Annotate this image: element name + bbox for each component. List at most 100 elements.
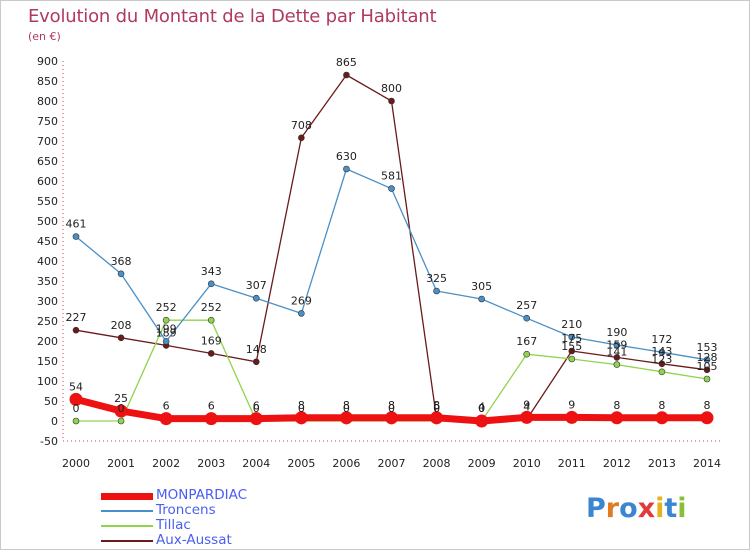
data-label: 172: [651, 333, 672, 346]
y-tick-label: -50: [40, 435, 58, 448]
legend-swatch: [101, 540, 153, 542]
y-tick-label: 250: [37, 315, 58, 328]
data-label: 325: [426, 272, 447, 285]
data-point: [565, 410, 579, 424]
legend-label: MONPARDIAC: [156, 487, 248, 503]
data-label: 8: [298, 399, 305, 412]
y-tick-label: 300: [37, 295, 58, 308]
data-point: [610, 411, 624, 425]
proxiti-logo: Proxiti: [586, 493, 687, 524]
y-tick-label: 650: [37, 155, 58, 168]
data-label: 252: [156, 301, 177, 314]
x-tick-label: 2012: [603, 457, 631, 470]
data-label: 708: [291, 119, 312, 132]
data-label: 8: [658, 399, 665, 412]
data-label: 630: [336, 150, 357, 163]
y-tick-label: 750: [37, 115, 58, 128]
x-tick-label: 2010: [513, 457, 541, 470]
data-label: 159: [606, 338, 627, 351]
data-point: [703, 375, 711, 383]
data-label: 368: [111, 255, 132, 268]
data-label: 8: [343, 399, 350, 412]
data-label: 0: [433, 402, 440, 415]
data-label: 105: [697, 360, 718, 373]
x-tick-label: 2005: [287, 457, 315, 470]
x-tick-label: 2013: [648, 457, 676, 470]
data-label: 167: [516, 335, 537, 348]
data-label: 800: [381, 82, 402, 95]
data-label: 305: [471, 280, 492, 293]
data-label: 6: [433, 400, 440, 413]
data-label: 865: [336, 56, 357, 69]
data-label: 0: [388, 402, 395, 415]
data-label: 461: [66, 218, 87, 231]
data-label: 141: [606, 346, 627, 359]
series-lines: [69, 71, 714, 428]
y-tick-label: 500: [37, 215, 58, 228]
data-label: 269: [291, 294, 312, 307]
data-point: [343, 165, 350, 173]
x-tick-label: 2001: [107, 457, 135, 470]
y-tick-label: 550: [37, 195, 58, 208]
y-tick-label: 700: [37, 135, 58, 148]
data-label: 257: [516, 299, 537, 312]
data-point: [655, 411, 669, 425]
y-tick-label: 800: [37, 95, 58, 108]
y-tick-label: 900: [37, 55, 58, 68]
logo-letter: t: [664, 493, 678, 524]
data-label: 4: [478, 400, 485, 413]
data-label: 143: [651, 345, 672, 358]
data-label: 4: [523, 400, 530, 413]
data-label: 0: [118, 402, 125, 415]
data-point: [520, 410, 534, 424]
data-label: 9: [568, 398, 575, 411]
legend-swatch: [101, 525, 153, 527]
data-label: 0: [343, 402, 350, 415]
data-point: [523, 314, 531, 322]
data-point: [69, 392, 83, 406]
data-point: [252, 358, 260, 366]
data-point: [114, 404, 128, 418]
legend-label: Tillac: [156, 517, 191, 533]
data-label: 123: [651, 353, 672, 366]
y-tick-label: 0: [51, 415, 58, 428]
x-tick-label: 2014: [693, 457, 721, 470]
axes: -500501001502002503003504004505005506006…: [37, 55, 721, 470]
data-point: [385, 411, 398, 425]
data-point: [703, 356, 711, 364]
data-label: 0: [253, 402, 260, 415]
data-label: 227: [66, 311, 87, 324]
data-point: [298, 310, 305, 317]
data-label: 8: [704, 399, 711, 412]
logo-letter: P: [586, 493, 606, 524]
data-label: 169: [201, 334, 222, 347]
data-point: [700, 411, 714, 425]
x-tick-label: 2008: [423, 457, 451, 470]
data-label: 175: [561, 332, 582, 345]
data-point: [249, 412, 263, 426]
logo-letter: x: [637, 493, 656, 524]
data-label: 208: [111, 319, 132, 332]
data-label: 128: [697, 351, 718, 364]
y-tick-label: 850: [37, 75, 58, 88]
data-point: [159, 412, 173, 426]
legend-label: Aux-Aussat: [156, 532, 232, 548]
legend-swatch: [101, 492, 153, 500]
y-tick-label: 350: [37, 275, 58, 288]
data-point: [568, 347, 576, 355]
data-label: 252: [201, 301, 222, 314]
series-line-aux-aussat: [75, 74, 708, 421]
x-tick-label: 2004: [242, 457, 270, 470]
data-label: 0: [73, 402, 80, 415]
data-point: [388, 185, 395, 192]
data-label: 148: [246, 343, 267, 356]
data-label: 581: [381, 170, 402, 183]
y-tick-label: 150: [37, 355, 58, 368]
data-point: [388, 97, 395, 105]
data-label: 25: [114, 392, 128, 405]
data-point: [658, 368, 666, 376]
data-label: 153: [697, 341, 718, 354]
chart-title: Evolution du Montant de la Dette par Hab…: [28, 6, 437, 27]
